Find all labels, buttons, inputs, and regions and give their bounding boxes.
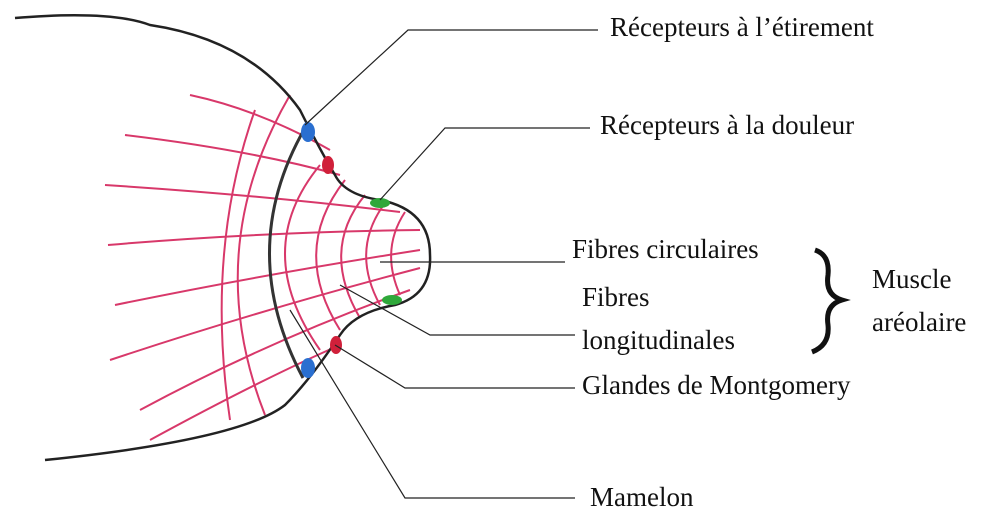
label: Glandes de Montgomery — [582, 370, 851, 400]
pain-receptor — [370, 198, 390, 208]
breast-outline — [14, 13, 432, 462]
label: aréolaire — [872, 307, 966, 337]
label: Récepteurs à l’étirement — [610, 12, 874, 42]
fibers — [104, 94, 421, 441]
label: Fibres — [582, 282, 650, 312]
label: Fibres circulaires — [572, 234, 759, 264]
label: longitudinales — [582, 325, 735, 355]
label: Récepteurs à la douleur — [600, 110, 854, 140]
pain-receptor — [382, 295, 402, 305]
gland — [322, 156, 334, 174]
stretch-receptor — [301, 122, 315, 142]
areola-edge — [268, 127, 307, 379]
label: Muscle — [872, 264, 952, 294]
brace — [810, 247, 851, 355]
stretch-receptor — [301, 358, 315, 378]
leaders — [289, 29, 598, 499]
label: Mamelon — [590, 482, 694, 512]
